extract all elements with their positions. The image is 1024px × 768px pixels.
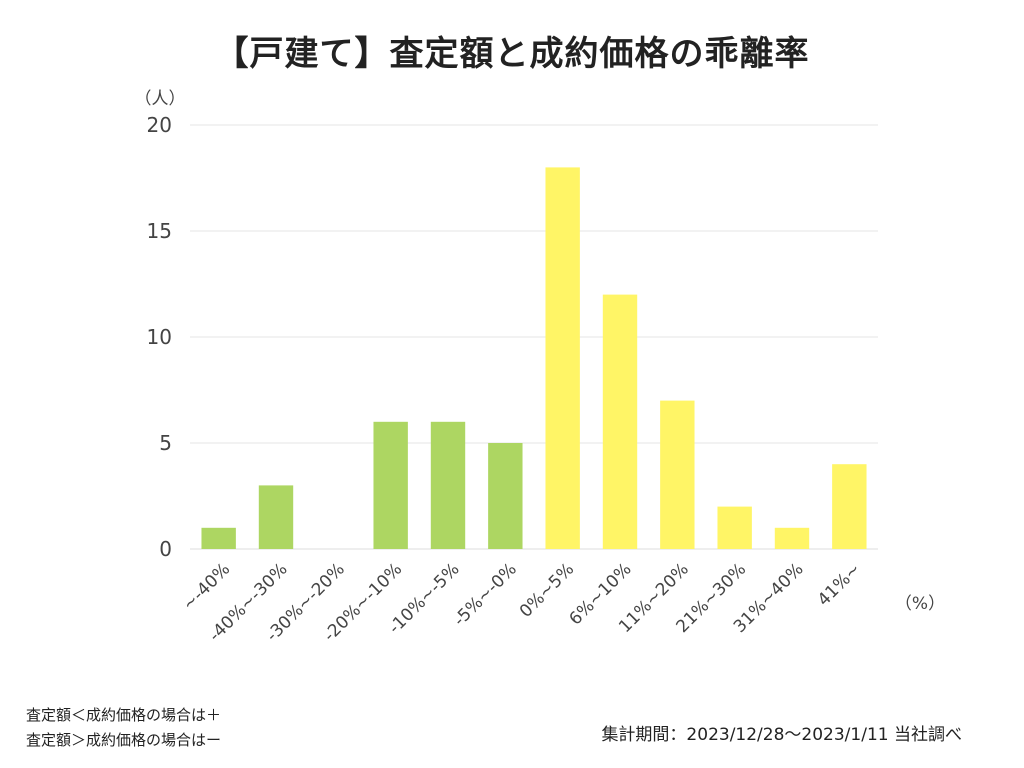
bars: [201, 167, 867, 549]
x-axis-label: （%）: [895, 594, 945, 614]
x-tick-label: 41%~: [814, 559, 865, 610]
bar: [660, 400, 695, 549]
y-tick-label: 20: [147, 113, 172, 137]
x-tick-label: ~-40%: [179, 559, 234, 614]
x-axis-ticks: ~-40%-40%~-30%-30%~-20%-20%~-10%-10%~-5%…: [179, 559, 865, 645]
bar: [832, 464, 867, 549]
y-tick-label: 0: [159, 537, 172, 561]
bar: [373, 421, 408, 549]
grid-lines: [190, 124, 878, 550]
bar: [201, 527, 236, 549]
y-axis-label: （人）: [135, 89, 186, 109]
note-positive: 査定額＜成約価格の場合は＋: [26, 706, 222, 724]
survey-period: 集計期間：2023/12/28〜2023/1/11 当社調べ: [601, 725, 962, 745]
bar: [717, 506, 752, 549]
bar: [774, 527, 810, 549]
bar: [545, 167, 580, 549]
bar: [488, 443, 523, 549]
x-tick-label: -5%~-0%: [450, 559, 521, 630]
note-negative: 査定額＞成約価格の場合はー: [26, 731, 222, 749]
bar: [602, 294, 638, 549]
y-tick-label: 15: [147, 219, 172, 243]
bar: [258, 485, 294, 549]
chart-title: 【戸建て】査定額と成約価格の乖離率: [214, 34, 810, 74]
y-tick-label: 10: [147, 325, 172, 349]
y-axis-ticks: 0 5 10 15 20: [147, 113, 172, 561]
y-tick-label: 5: [159, 431, 172, 455]
bar: [430, 421, 466, 549]
